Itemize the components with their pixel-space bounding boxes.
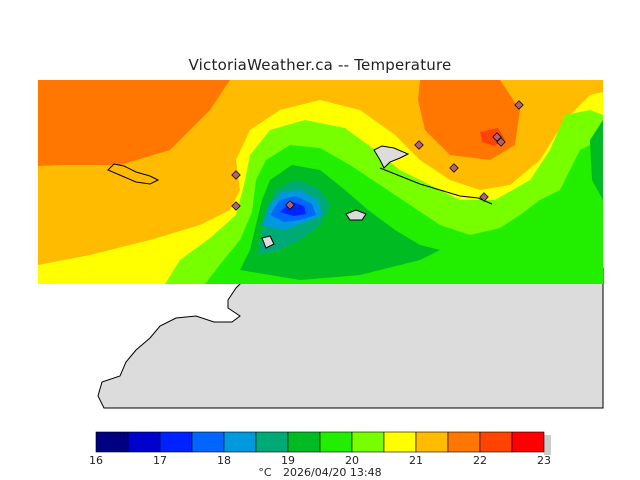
peninsula-north — [373, 145, 410, 169]
legend-tick-label: 23 — [537, 454, 551, 467]
legend-swatch — [479, 431, 513, 453]
station-marker — [514, 100, 524, 110]
station-marker — [496, 137, 506, 147]
legend-timestamp: 2026/04/20 13:48 — [283, 466, 382, 479]
legend-swatch — [351, 431, 385, 453]
temperature-field — [38, 80, 603, 284]
legend-unit: °C — [258, 466, 272, 479]
station-marker — [285, 200, 295, 210]
legend-tick-label: 17 — [153, 454, 167, 467]
legend-tick-label: 19 — [281, 454, 295, 467]
legend-swatch — [95, 431, 129, 453]
legend-swatch — [319, 431, 353, 453]
legend-swatch — [159, 431, 193, 453]
legend-swatch — [127, 431, 161, 453]
legend-swatch — [447, 431, 481, 453]
legend-swatch — [383, 431, 417, 453]
legend-swatch — [191, 431, 225, 453]
station-marker — [231, 170, 241, 180]
station-marker — [479, 192, 489, 202]
map-title: VictoriaWeather.ca -- Temperature — [188, 56, 452, 74]
legend-caption: °C 2026/04/20 13:48 — [0, 466, 640, 479]
station-markers — [231, 100, 524, 211]
legend-swatch — [223, 431, 257, 453]
legend-swatch — [255, 431, 289, 453]
island-west — [107, 163, 160, 185]
legend-tick-label: 21 — [409, 454, 423, 467]
legend-swatch — [287, 431, 321, 453]
station-marker — [231, 201, 241, 211]
legend-tick-label: 20 — [345, 454, 359, 467]
legend-shadow — [544, 435, 551, 455]
legend-color-bar — [95, 431, 551, 455]
station-marker — [492, 132, 502, 142]
legend-swatch — [511, 431, 545, 453]
legend-tick-label: 22 — [473, 454, 487, 467]
legend-tick-label: 16 — [89, 454, 103, 467]
legend-swatch — [415, 431, 449, 453]
station-marker — [414, 140, 424, 150]
island-south-inlet — [261, 235, 275, 249]
island-inlet — [345, 209, 367, 221]
legend-tick-label: 18 — [217, 454, 231, 467]
station-marker — [449, 163, 459, 173]
spit — [379, 167, 493, 205]
